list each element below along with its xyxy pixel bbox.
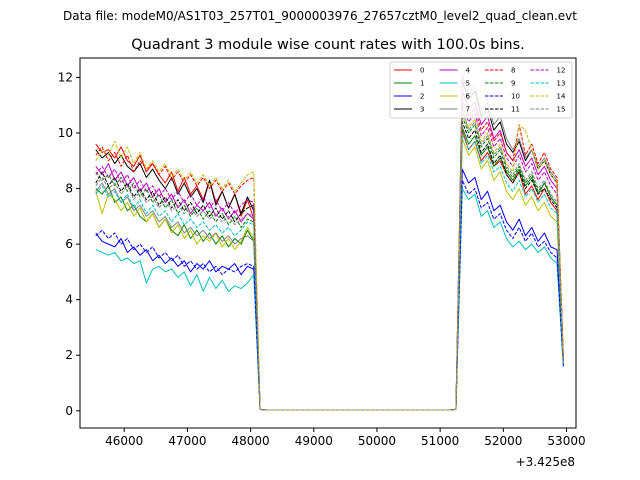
y-tick-label: 10 xyxy=(58,126,73,140)
x-offset-label: +3.425e8 xyxy=(516,455,575,469)
x-tick-label: 48000 xyxy=(232,434,270,448)
x-tick-label: 47000 xyxy=(168,434,206,448)
data-file-label: Data file: modeM0/AS1T03_257T01_90000039… xyxy=(63,9,577,23)
y-tick-label: 12 xyxy=(58,70,73,84)
series-line-14 xyxy=(95,110,564,411)
x-tick-label: 49000 xyxy=(295,434,333,448)
legend-label-13: 13 xyxy=(557,80,566,88)
series-line-13 xyxy=(95,132,564,411)
y-tick-label: 4 xyxy=(65,293,73,307)
series-layer xyxy=(95,74,564,411)
legend-label-4: 4 xyxy=(466,67,471,75)
legend-label-3: 3 xyxy=(420,106,424,114)
y-tick-label: 0 xyxy=(65,404,73,418)
series-line-15 xyxy=(95,110,564,411)
legend-box xyxy=(389,61,573,119)
y-tick-label: 8 xyxy=(65,182,73,196)
legend-label-14: 14 xyxy=(557,93,566,101)
legend-label-11: 11 xyxy=(511,106,520,114)
legend-label-7: 7 xyxy=(466,106,470,114)
axis-ticks: 46000 47000 48000 49000 50000 51000 52000 53000… xyxy=(58,70,586,448)
legend-label-10: 10 xyxy=(511,93,520,101)
x-tick-label: 51000 xyxy=(421,434,459,448)
x-tick-label: 46000 xyxy=(105,434,143,448)
legend-label-2: 2 xyxy=(420,93,424,101)
x-tick-label: 52000 xyxy=(484,434,522,448)
legend-label-5: 5 xyxy=(466,80,470,88)
legend-label-15: 15 xyxy=(557,106,566,114)
y-tick-label: 6 xyxy=(65,237,73,251)
x-tick-label: 50000 xyxy=(358,434,396,448)
legend-label-9: 9 xyxy=(511,80,515,88)
legend-label-6: 6 xyxy=(466,93,471,101)
y-tick-label: 2 xyxy=(65,348,73,362)
legend-label-8: 8 xyxy=(511,67,515,75)
plot-frame xyxy=(79,57,577,429)
x-tick-label: 53000 xyxy=(547,434,585,448)
legend-label-12: 12 xyxy=(557,67,566,75)
chart-title: Quadrant 3 module wise count rates with … xyxy=(131,37,525,53)
legend-label-1: 1 xyxy=(420,80,424,88)
legend-label-0: 0 xyxy=(420,67,424,75)
